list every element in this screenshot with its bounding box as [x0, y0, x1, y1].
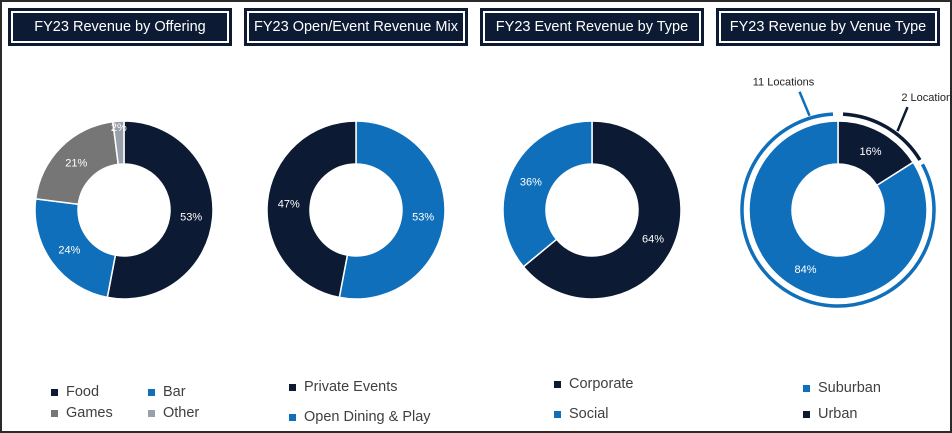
bracket-arc-suburban — [740, 112, 936, 308]
legend-swatch — [554, 380, 561, 388]
panel-title-header: FY23 Event Revenue by Type — [480, 8, 704, 46]
data-label-private-events: 47% — [278, 199, 300, 211]
donut-slice-open-dining-play — [338, 120, 446, 300]
data-label-urban: 16% — [860, 146, 882, 158]
legend-item-open-dining-play: Open Dining & Play — [289, 409, 431, 425]
data-label-suburban: 84% — [794, 264, 816, 276]
legend-item-bar: Bar — [148, 384, 186, 400]
legend-swatch — [803, 410, 810, 418]
panel-revenue-by-offering: FY23 Revenue by Offering 53% 24% 21% 2% Foo… — [4, 8, 236, 431]
legend-item-food: Food — [51, 384, 99, 400]
legend-label: Open Dining & Play — [304, 409, 431, 425]
data-label-bar: 24% — [58, 245, 80, 257]
legend-label: Suburban — [818, 380, 881, 396]
panel-open-event-revenue-mix: FY23 Open/Event Revenue Mix 53% 47% Priva… — [240, 8, 472, 431]
donut-slice-social — [502, 120, 593, 268]
data-label-food: 53% — [180, 211, 202, 223]
legend-item-private-events: Private Events — [289, 379, 398, 395]
legend-label: Urban — [818, 406, 858, 422]
panel-title-header: FY23 Revenue by Venue Type — [716, 8, 940, 46]
donut-chart-event-revenue-type: 64% 36% — [502, 120, 682, 300]
data-label-social: 36% — [520, 176, 542, 188]
panel-title: FY23 Open/Event Revenue Mix — [254, 19, 458, 35]
legend-swatch — [51, 388, 58, 396]
leader-line-urban — [896, 106, 909, 132]
panel-title: FY23 Revenue by Venue Type — [729, 19, 927, 35]
callout-label-suburban: 11 Locations — [753, 77, 815, 89]
donut-slice-food — [106, 120, 214, 300]
legend-item-social: Social — [554, 406, 609, 422]
legend-swatch — [289, 413, 296, 421]
panel-title-header: FY23 Revenue by Offering — [8, 8, 232, 46]
donut-chart-venue-type: 16% 84% 11 Locations 2 Locations — [740, 77, 952, 308]
donut-slice-corporate — [522, 120, 682, 300]
panel-title: FY23 Event Revenue by Type — [495, 19, 689, 35]
donut-slice-suburban — [748, 120, 928, 300]
data-label-games: 21% — [65, 157, 87, 169]
data-label-corporate: 64% — [642, 234, 664, 246]
legend-swatch — [51, 409, 58, 417]
legend-label: Social — [569, 406, 609, 422]
donut-slice-bar — [34, 198, 117, 299]
donut-slice-other — [112, 120, 125, 166]
legend-label: Bar — [163, 384, 186, 400]
legend-item-games: Games — [51, 405, 113, 421]
leader-line-suburban — [798, 91, 811, 117]
legend-swatch — [148, 388, 155, 396]
donut-slice-private-events — [266, 120, 357, 299]
legend-label: Other — [163, 405, 200, 421]
legend-label: Corporate — [569, 376, 634, 392]
panel-revenue-by-venue-type: FY23 Revenue by Venue Type 16% 84% 11 Loca… — [712, 8, 952, 431]
panel-title: FY23 Revenue by Offering — [34, 19, 206, 35]
bracket-arc-urban — [842, 112, 922, 161]
legend-item-other: Other — [148, 405, 199, 421]
legend-swatch — [554, 410, 561, 418]
legend-label: Games — [66, 405, 113, 421]
panel-title-header: FY23 Open/Event Revenue Mix — [244, 8, 468, 46]
legend-swatch — [289, 383, 296, 391]
callout-label-urban: 2 Locations — [901, 92, 952, 104]
donut-chart-revenue-by-offering: 53% 24% 21% 2% — [34, 120, 214, 300]
data-label-open-dining-play: 53% — [412, 211, 434, 223]
panel-event-revenue-by-type: FY23 Event Revenue by Type 64% 36% Corpor… — [476, 8, 708, 431]
legend-swatch — [803, 384, 810, 392]
legend-item-suburban: Suburban — [803, 380, 881, 396]
legend-label: Private Events — [304, 379, 398, 395]
donut-chart-open-event-mix: 53% 47% — [266, 120, 446, 300]
legend-label: Food — [66, 384, 100, 400]
legend-item-urban: Urban — [803, 406, 858, 422]
legend-swatch — [148, 409, 155, 417]
data-label-other: 2% — [111, 122, 127, 134]
legend-item-corporate: Corporate — [554, 376, 633, 392]
